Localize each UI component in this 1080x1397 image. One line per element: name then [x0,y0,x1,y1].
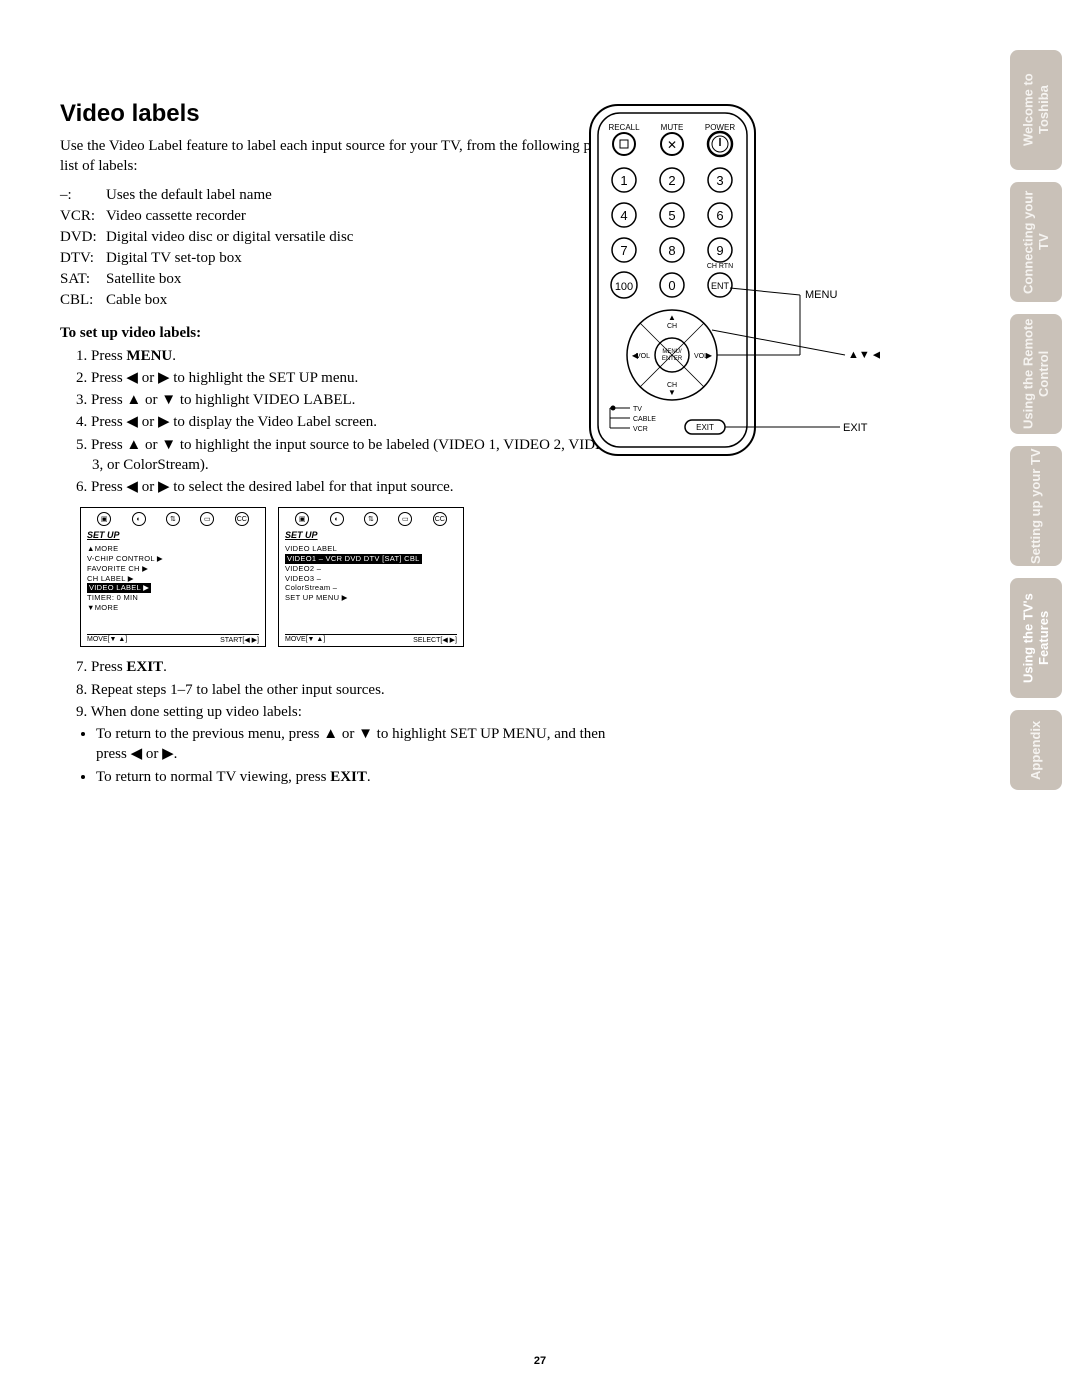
step: 4. Press ◀ or ▶ to display the Video Lab… [76,412,620,432]
svg-text:MENU: MENU [805,289,837,301]
screen-icon: CC [235,512,249,526]
screen-title: SET UP [87,530,259,540]
step: 6. Press ◀ or ▶ to select the desired la… [76,477,620,497]
svg-text:2: 2 [668,173,675,188]
menu-screenshots: ▣◐⇅▭CC SET UP ▲MORE V-CHIP CONTROL ▶ FAV… [80,507,620,647]
intro-text: Use the Video Label feature to label eac… [60,136,620,177]
svg-text:0: 0 [668,278,675,293]
screen-highlight: VIDEO1 – VCR DVD DTV [SAT] CBL [285,554,422,564]
label-prefix: DVD: [60,227,106,248]
screen-icon: ▭ [398,512,412,526]
label-prefix: SAT: [60,269,106,290]
svg-text:CH: CH [667,382,677,389]
screen-setup-1: ▣◐⇅▭CC SET UP ▲MORE V-CHIP CONTROL ▶ FAV… [80,507,266,647]
svg-text:3: 3 [716,173,723,188]
screen-icon: ▣ [97,512,111,526]
tab-setting-up: Setting up your TV [1010,446,1062,566]
side-tabs: Welcome to Toshiba Connecting your TV Us… [1010,50,1062,790]
sub-bullets: To return to the previous menu, press ▲ … [96,724,620,787]
svg-text:6: 6 [716,208,723,223]
svg-text:7: 7 [620,243,627,258]
page-number: 27 [534,1355,546,1367]
tab-features: Using the TV's Features [1010,578,1062,698]
label-prefix: VCR: [60,206,106,227]
svg-text:EXIT: EXIT [843,422,868,434]
screen-highlight: VIDEO LABEL ▶ [87,583,151,593]
screen-icon: ⇅ [166,512,180,526]
step: 8. Repeat steps 1–7 to label the other i… [76,680,620,700]
svg-text:ENT: ENT [711,281,730,291]
tab-remote: Using the Remote Control [1010,314,1062,434]
svg-text:VCR: VCR [633,426,648,433]
label-prefix: DTV: [60,248,106,269]
step: 1. Press MENU. [76,346,620,366]
step: 5. Press ▲ or ▼ to highlight the input s… [76,435,620,476]
label-definitions: –:Uses the default label name VCR:Video … [60,185,620,311]
screen-title: SET UP [285,530,457,540]
power-label: POWER [705,123,735,132]
svg-text:100: 100 [615,281,633,293]
svg-text:VOL: VOL [694,353,708,360]
svg-text:CH RTN: CH RTN [707,263,733,270]
label-desc: Uses the default label name [106,187,272,203]
page-title: Video labels [60,100,620,128]
screen-icon: CC [433,512,447,526]
label-prefix: –: [60,185,106,206]
svg-text:✕: ✕ [667,138,677,152]
steps-list-1: 1. Press MENU. 2. Press ◀ or ▶ to highli… [76,346,620,498]
steps-list-2: 7. Press EXIT. 8. Repeat steps 1–7 to la… [76,657,620,722]
label-desc: Digital TV set-top box [106,250,242,266]
svg-text:VOL: VOL [636,353,650,360]
main-content: Video labels Use the Video Label feature… [60,40,620,789]
svg-text:9: 9 [716,243,723,258]
svg-text:CH: CH [667,323,677,330]
label-desc: Video cassette recorder [106,208,246,224]
svg-text:8: 8 [668,243,675,258]
tab-welcome: Welcome to Toshiba [1010,50,1062,170]
step: 7. Press EXIT. [76,657,620,677]
bullet: To return to the previous menu, press ▲ … [96,724,620,765]
recall-label: RECALL [608,123,640,132]
subheading: To set up video labels: [60,325,620,342]
svg-text:CABLE: CABLE [633,416,656,423]
svg-text:▼: ▼ [668,388,676,397]
label-desc: Digital video disc or digital versatile … [106,229,353,245]
remote-svg: RECALL MUTE POWER ✕ 1 2 3 4 5 6 7 8 9 CH… [580,100,880,460]
svg-text:1: 1 [620,173,627,188]
step: 2. Press ◀ or ▶ to highlight the SET UP … [76,368,620,388]
bullet: To return to normal TV viewing, press EX… [96,767,620,787]
screen-icon: ▭ [200,512,214,526]
screen-icon: ◐ [330,512,344,526]
screen-icon: ◐ [132,512,146,526]
tab-connecting: Connecting your TV [1010,182,1062,302]
remote-diagram: RECALL MUTE POWER ✕ 1 2 3 4 5 6 7 8 9 CH… [580,100,920,460]
step: 9. When done setting up video labels: [76,702,620,722]
screen-setup-2: ▣◐⇅▭CC SET UP VIDEO LABEL VIDEO1 – VCR D… [278,507,464,647]
step: 3. Press ▲ or ▼ to highlight VIDEO LABEL… [76,390,620,410]
svg-text:TV: TV [633,406,642,413]
screen-icon: ⇅ [364,512,378,526]
mute-label: MUTE [661,123,684,132]
svg-text:▲: ▲ [668,313,676,322]
svg-text:5: 5 [668,208,675,223]
svg-text:ENTER: ENTER [662,356,683,362]
label-desc: Cable box [106,292,167,308]
svg-text:MENU/: MENU/ [662,349,682,355]
svg-text:4: 4 [620,208,627,223]
screen-icon: ▣ [295,512,309,526]
svg-text:EXIT: EXIT [696,423,714,432]
svg-text:▲▼ ◀ ▶: ▲▼ ◀ ▶ [848,349,880,361]
label-prefix: CBL: [60,290,106,311]
label-desc: Satellite box [106,271,181,287]
tab-appendix: Appendix [1010,710,1062,790]
